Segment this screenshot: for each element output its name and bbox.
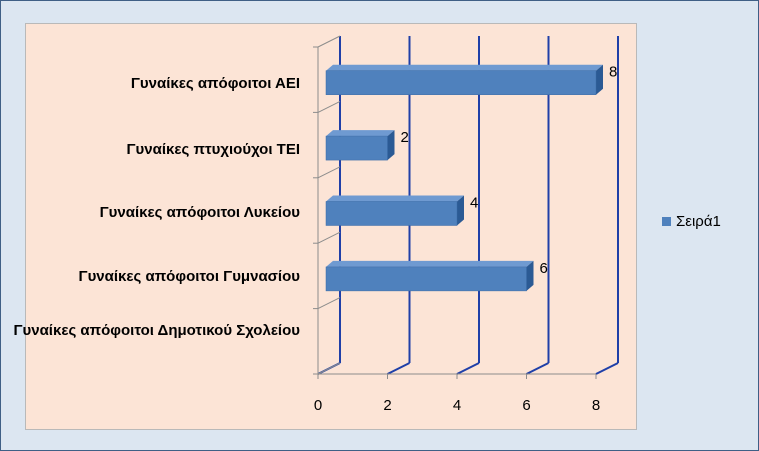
value-tick-label-6: 6 <box>522 397 530 414</box>
bar-side-3 <box>526 260 534 291</box>
wall-edge-0 <box>317 35 341 48</box>
bar-side-1 <box>387 130 395 161</box>
bar-3 <box>325 266 527 292</box>
floor-gridline-6 <box>526 362 549 375</box>
category-label-tei: Γυναίκες πτυχιούχοι ΤΕΙ <box>126 141 300 158</box>
data-label-3: 6 <box>540 260 548 277</box>
data-label-1: 2 <box>401 129 409 146</box>
bar-side-0 <box>596 64 603 95</box>
category-label-gymnasio: Γυναίκες απόφοιτοι Γυμνασίου <box>78 268 300 285</box>
bar-side-2 <box>457 195 464 226</box>
wall-edge-1 <box>317 100 341 113</box>
value-tick-label-8: 8 <box>592 397 600 414</box>
category-label-aei: Γυναίκες απόφοιτοι ΑΕΙ <box>130 75 300 92</box>
category-label-lykeio: Γυναίκες απόφοιτοι Λυκείου <box>99 204 300 221</box>
bar-top-3 <box>326 260 534 267</box>
legend-series-label: Σειρά1 <box>676 213 721 230</box>
bar-1 <box>325 135 388 161</box>
wall-edge-5 <box>317 362 341 375</box>
value-tick-label-2: 2 <box>383 397 391 414</box>
floor-gridline-8 <box>595 362 619 375</box>
value-tick-label-4: 4 <box>453 397 461 414</box>
bar-2 <box>325 201 458 226</box>
bar-top-0 <box>326 64 603 71</box>
wall-edge-3 <box>317 231 341 244</box>
bar-0 <box>325 70 597 95</box>
legend-swatch <box>662 217 671 226</box>
floor-gridline-4 <box>456 362 480 375</box>
bar-top-2 <box>326 195 464 202</box>
legend: Σειρά1 <box>662 213 721 230</box>
wall-edge-2 <box>317 166 341 179</box>
value-tick-label-0: 0 <box>314 397 322 414</box>
data-label-0: 8 <box>609 64 617 81</box>
category-label-dimotiko: Γυναίκες απόφοιτοι Δημοτικού Σχολείου <box>13 322 300 339</box>
data-label-2: 4 <box>470 195 478 212</box>
floor-gridline-2 <box>387 362 410 375</box>
bar-top-1 <box>326 130 395 137</box>
wall-edge-4 <box>317 297 341 310</box>
